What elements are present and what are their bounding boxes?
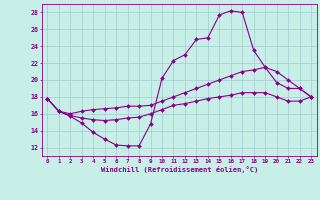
X-axis label: Windchill (Refroidissement éolien,°C): Windchill (Refroidissement éolien,°C) bbox=[100, 166, 258, 173]
